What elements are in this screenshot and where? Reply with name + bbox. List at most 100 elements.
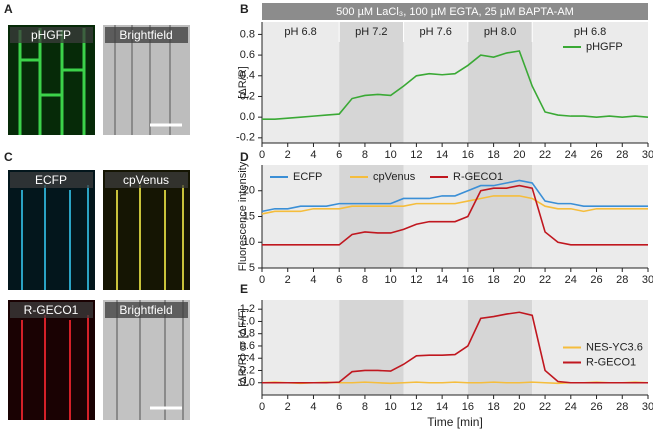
x-tick-label: 12 [410, 401, 422, 413]
ph-region [467, 165, 533, 268]
y-tick-label: 0.2 [240, 364, 255, 376]
y-tick-label: 20 [243, 185, 255, 197]
ph-region [262, 22, 340, 143]
series-line [261, 179, 648, 213]
x-tick-label: 24 [565, 401, 577, 413]
y-tick-label: 0.6 [240, 49, 255, 61]
image-label-bg [10, 27, 93, 43]
ph-label: pH 6.8 [574, 26, 606, 38]
x-tick-label: 16 [462, 274, 474, 286]
x-tick-label: 6 [336, 274, 342, 286]
ph-label: pH 6.8 [284, 26, 316, 38]
series-line [262, 50, 649, 121]
x-tick-label: 0 [259, 274, 265, 286]
x-tick-label: 16 [462, 401, 474, 413]
x-tick-label: 4 [310, 401, 316, 413]
y-tick-label: 0.6 [240, 340, 255, 352]
x-tick-label: 16 [462, 149, 474, 161]
legend-label: R-GECO1 [586, 356, 636, 368]
image-label: Brightfield [119, 28, 172, 42]
x-tick-label: 14 [436, 274, 448, 286]
y-axis-title: [ΔR/R] [237, 66, 249, 98]
legend-label: ECFP [293, 171, 322, 183]
x-tick-label: 26 [590, 149, 602, 161]
x-tick-label: 12 [410, 274, 422, 286]
x-tick-label: 6 [336, 149, 342, 161]
x-tick-label: 26 [590, 401, 602, 413]
ph-label: pH 7.6 [419, 26, 451, 38]
ph-region [339, 22, 404, 143]
condition-band [262, 3, 648, 20]
y-tick-label: 1.2 [240, 303, 255, 315]
ph-region [532, 165, 648, 268]
x-tick-label: 26 [590, 274, 602, 286]
x-tick-label: 10 [385, 149, 397, 161]
ph-region [532, 300, 648, 395]
ph-region [339, 300, 404, 395]
x-tick-label: 30 [642, 401, 653, 413]
ph-region [467, 22, 533, 143]
image-detail [116, 185, 184, 290]
x-tick-label: 6 [336, 401, 342, 413]
x-tick-label: 28 [616, 149, 628, 161]
image-label: Brightfield [119, 303, 172, 317]
ph-region [403, 22, 468, 143]
condition: 500 µM LaCl₃, 100 µM EGTA, 25 µM BAPTA-A… [336, 6, 574, 18]
x-tick-label: 0 [259, 149, 265, 161]
image [8, 25, 95, 135]
image-detail [21, 185, 89, 290]
x-tick-label: 22 [539, 274, 551, 286]
ph-label: pH 7.2 [355, 26, 387, 38]
y-tick-label: 0.2 [240, 90, 255, 102]
image-label: ECFP [35, 173, 67, 187]
panel-label: E [240, 282, 248, 296]
image-label: R-GECO1 [24, 303, 79, 317]
x-tick-label: 20 [513, 149, 525, 161]
ph-region [403, 300, 468, 395]
image [103, 25, 190, 135]
x-tick-label: 28 [616, 401, 628, 413]
image-label-bg [105, 27, 188, 43]
ph-region [532, 22, 648, 143]
panel-label: D [240, 150, 249, 164]
y-tick-label: 1.0 [240, 315, 255, 327]
image-label-bg [105, 172, 188, 188]
image-detail [21, 315, 89, 420]
x-tick-label: 2 [285, 274, 291, 286]
ph-region [467, 300, 533, 395]
x-tick-label: 22 [539, 401, 551, 413]
x-tick-label: 8 [362, 274, 368, 286]
x-tick-label: 4 [310, 149, 316, 161]
legend-label: R-GECO1 [453, 171, 503, 183]
y-tick-label: 0.4 [240, 352, 255, 364]
x-tick-label: 24 [565, 149, 577, 161]
series-line [262, 184, 648, 246]
y-tick-label: 5 [249, 262, 255, 274]
x-tick-label: 2 [285, 149, 291, 161]
x-tick-label: 8 [362, 149, 368, 161]
x-tick-label: 18 [487, 274, 499, 286]
x-tick-label: 0 [259, 401, 265, 413]
y-tick-label: -0.2 [236, 132, 255, 144]
legend-label: pHGFP [586, 41, 623, 53]
y-tick-label: 0.0 [240, 111, 255, 123]
x-tick-label: 12 [410, 149, 422, 161]
x-tick-label: 22 [539, 149, 551, 161]
y-axis-title: Fluorescence intensity [237, 161, 249, 271]
x-tick-label: 14 [436, 149, 448, 161]
image-label-bg [10, 302, 93, 318]
x-tick-label: 30 [642, 149, 653, 161]
image-label: cpVenus [123, 173, 169, 187]
x-tick-label: 18 [487, 149, 499, 161]
x-tick-label: 10 [385, 274, 397, 286]
image-detail [116, 300, 184, 420]
y-tick-label: 0.0 [240, 377, 255, 389]
x-tick-label: 24 [565, 274, 577, 286]
y-axis-title: [ΔR/R] or [ΔF/F] [237, 308, 249, 386]
y-tick-label: 0.4 [240, 70, 255, 82]
x-tick-label: 8 [362, 401, 368, 413]
ph-label: pH 8.0 [484, 26, 516, 38]
ph-region [262, 300, 340, 395]
image-label-bg [10, 172, 93, 188]
